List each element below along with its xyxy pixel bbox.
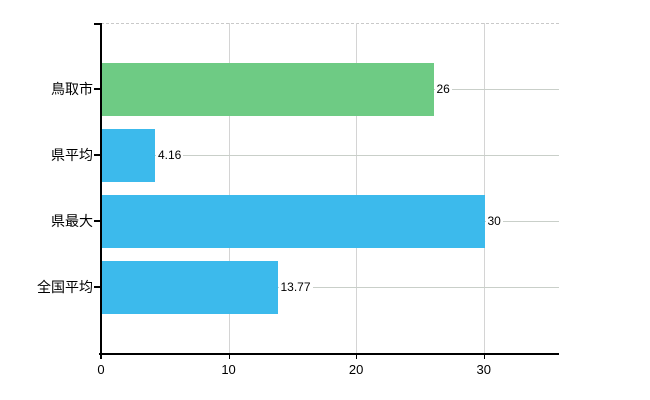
x-axis-tick bbox=[356, 355, 358, 359]
horizontal-gridline bbox=[101, 155, 559, 156]
y-axis-tick bbox=[94, 286, 101, 288]
x-axis-line bbox=[99, 353, 559, 355]
category-label: 全国平均 bbox=[37, 279, 93, 295]
bar-value-label: 13.77 bbox=[278, 280, 313, 294]
y-axis-line bbox=[100, 23, 102, 359]
vertical-gridline bbox=[483, 23, 485, 353]
y-axis-tick bbox=[94, 220, 101, 222]
category-label: 県平均 bbox=[51, 147, 93, 163]
bar-0 bbox=[102, 62, 434, 116]
bar-1 bbox=[102, 128, 155, 182]
horizontal-gridline bbox=[101, 287, 559, 288]
x-tick-label: 0 bbox=[97, 362, 105, 377]
bar-value-label: 30 bbox=[485, 214, 503, 228]
bar-2 bbox=[102, 194, 485, 248]
x-tick-label: 30 bbox=[476, 362, 491, 377]
x-axis-tick bbox=[483, 355, 485, 359]
y-axis-top-tick bbox=[94, 23, 101, 25]
y-axis-tick bbox=[94, 88, 101, 90]
x-axis-tick bbox=[228, 355, 230, 359]
vertical-gridline bbox=[356, 23, 358, 353]
bar-value-label: 4.16 bbox=[156, 148, 184, 162]
bar-3 bbox=[102, 260, 278, 314]
x-tick-label: 20 bbox=[348, 362, 364, 377]
plot-top-border bbox=[101, 23, 559, 24]
x-tick-label: 10 bbox=[221, 362, 236, 377]
bar-value-label: 26 bbox=[434, 82, 452, 96]
vertical-gridline bbox=[228, 23, 230, 353]
category-label: 鳥取市 bbox=[51, 81, 93, 97]
category-label: 県最大 bbox=[51, 213, 93, 229]
y-axis-tick bbox=[94, 154, 101, 156]
